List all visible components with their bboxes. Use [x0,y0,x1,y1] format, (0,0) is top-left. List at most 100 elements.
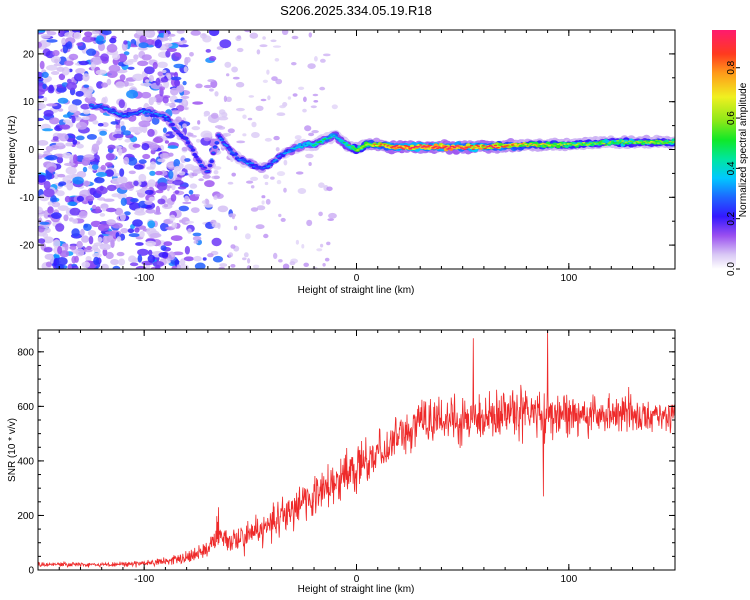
ridge-mark [333,133,339,138]
ridge-mark [359,147,363,149]
noise-blob [304,125,312,132]
noise-blob [295,239,299,245]
ridge-mark [267,165,271,167]
noise-blob [47,206,54,214]
noise-blob [38,117,45,122]
noise-blob [100,263,109,269]
noise-blob [62,119,71,123]
noise-blob [155,77,161,86]
ridge-mark [607,142,611,144]
ridge-mark [113,110,117,112]
noise-blob [105,207,117,213]
noise-blob [63,162,76,167]
noise-blob [61,243,68,248]
noise-blob [230,244,236,249]
ridge-mark [493,144,497,147]
noise-blob [255,224,265,230]
noise-blob [218,109,226,115]
noise-blob [86,245,92,250]
noise-blob [187,228,192,234]
ridge-mark [417,146,421,148]
noise-blob [38,206,43,214]
noise-blob [66,174,74,178]
noise-blob [308,162,312,166]
noise-blob [69,207,81,216]
noise-blob [318,211,323,217]
noise-blob [326,186,333,192]
noise-blob [123,51,130,56]
noise-blob [195,83,203,89]
ridge-mark [162,113,166,116]
ridge-mark [227,148,231,150]
noise-blob [52,136,59,141]
noise-blob [302,108,307,113]
ridge-mark [118,113,122,115]
noise-blob [38,89,45,96]
x-tick-label: 100 [560,574,577,585]
noise-blob [120,228,129,234]
noise-blob [297,188,307,194]
noise-blob [154,39,162,49]
noise-blob [174,79,181,87]
ridge-mark [407,146,411,148]
snr-series-line [38,330,675,569]
noise-blob [38,104,44,110]
noise-blob [172,170,178,179]
noise-blob [226,73,230,77]
noise-blob [313,100,319,103]
noise-blob [53,173,59,180]
ridge-mark [91,103,95,106]
noise-blob [111,177,122,185]
noise-blob [81,261,91,268]
noise-blob [324,257,330,262]
noise-blob [122,130,131,136]
ridge-mark [656,142,661,144]
ridge-mark [96,106,100,109]
noise-blob [66,82,77,91]
noise-blob [179,258,186,266]
noise-blob [139,35,147,44]
ridge-mark [402,148,406,150]
noise-blob [231,66,239,73]
noise-blob [227,181,234,185]
ridge-mark [514,143,518,146]
noise-blob [107,144,116,150]
noise-blob [314,56,318,62]
ridge-mark [643,140,647,142]
noise-blob [38,176,46,182]
noise-blob [242,114,247,119]
ridge-mark [622,143,627,145]
noise-blob [144,102,149,108]
noise-blob [96,140,101,146]
noise-blob [192,169,202,175]
noise-blob [256,205,266,211]
ridge-mark [278,155,282,157]
ridge-mark [230,151,234,153]
noise-blob [248,95,255,98]
ridge-mark [471,148,475,150]
ridge-mark [629,140,633,143]
noise-blob [95,206,101,213]
noise-blob [127,59,138,63]
noise-blob [101,30,112,35]
noise-blob [176,30,185,34]
ridge-mark [599,140,603,143]
noise-blob [63,214,69,222]
noise-blob [184,164,195,171]
noise-blob [86,48,97,56]
colorbar-tick-label: 0.4 [726,161,737,175]
noise-blob [109,37,117,44]
noise-blob [191,126,201,131]
ridge-mark [108,108,112,110]
ridge-mark [225,145,229,147]
ridge-mark [198,161,202,163]
noise-blob [71,115,76,124]
noise-blob [91,143,100,153]
noise-blob [140,91,152,99]
noise-blob [82,116,90,121]
noise-blob [43,188,55,198]
noise-blob [40,34,51,39]
ridge-mark [193,153,197,156]
noise-blob [168,170,174,180]
ridge-mark [561,146,565,148]
